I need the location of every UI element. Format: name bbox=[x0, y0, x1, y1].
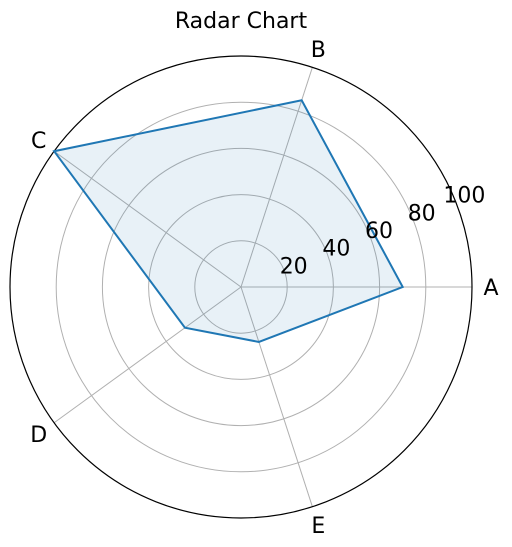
category-label-B: B bbox=[311, 38, 326, 63]
category-label-D: D bbox=[30, 423, 47, 448]
radial-tick-label: 60 bbox=[365, 219, 393, 244]
radial-tick-label: 100 bbox=[443, 184, 485, 209]
radial-tick-label: 80 bbox=[408, 201, 436, 226]
radial-tick-label: 20 bbox=[280, 254, 308, 279]
data-layer bbox=[54, 100, 403, 342]
chart-title: Radar Chart bbox=[175, 9, 308, 34]
radial-tick-label: 40 bbox=[322, 237, 350, 262]
category-label-E: E bbox=[311, 514, 325, 539]
category-label-A: A bbox=[483, 276, 498, 301]
category-label-C: C bbox=[31, 129, 46, 154]
